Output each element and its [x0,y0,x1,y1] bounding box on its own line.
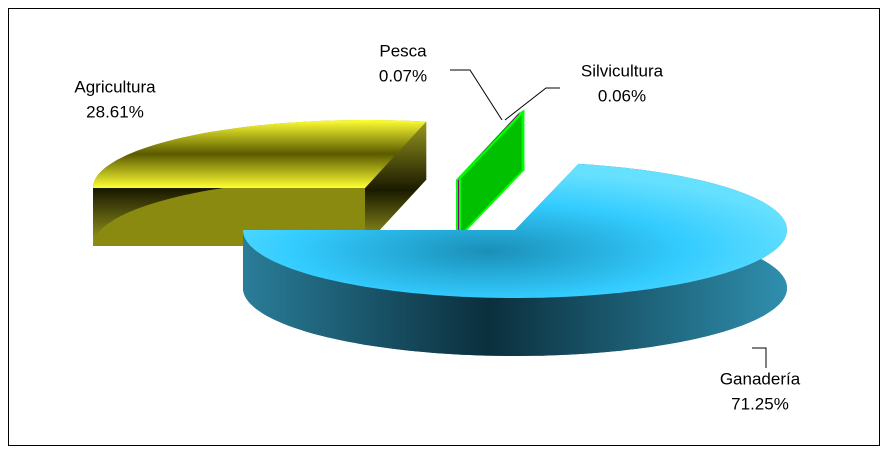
slice [459,111,525,179]
slice-label: Silvicultura [581,61,664,80]
leader-line [752,347,767,368]
leader-line [504,87,560,121]
slice-value-label: 0.06% [598,86,646,105]
slice [93,120,427,188]
leader-line [450,69,503,121]
slice-label: Agricultura [74,77,156,96]
slice-value-label: 28.61% [86,102,144,121]
pie [93,109,787,356]
slice-label: Pesca [379,41,427,60]
slice-label: Ganadería [720,369,801,388]
slice [243,163,787,298]
slice-value-label: 71.25% [731,394,789,413]
slice-value-label: 0.07% [379,66,427,85]
slice-side [521,111,525,171]
